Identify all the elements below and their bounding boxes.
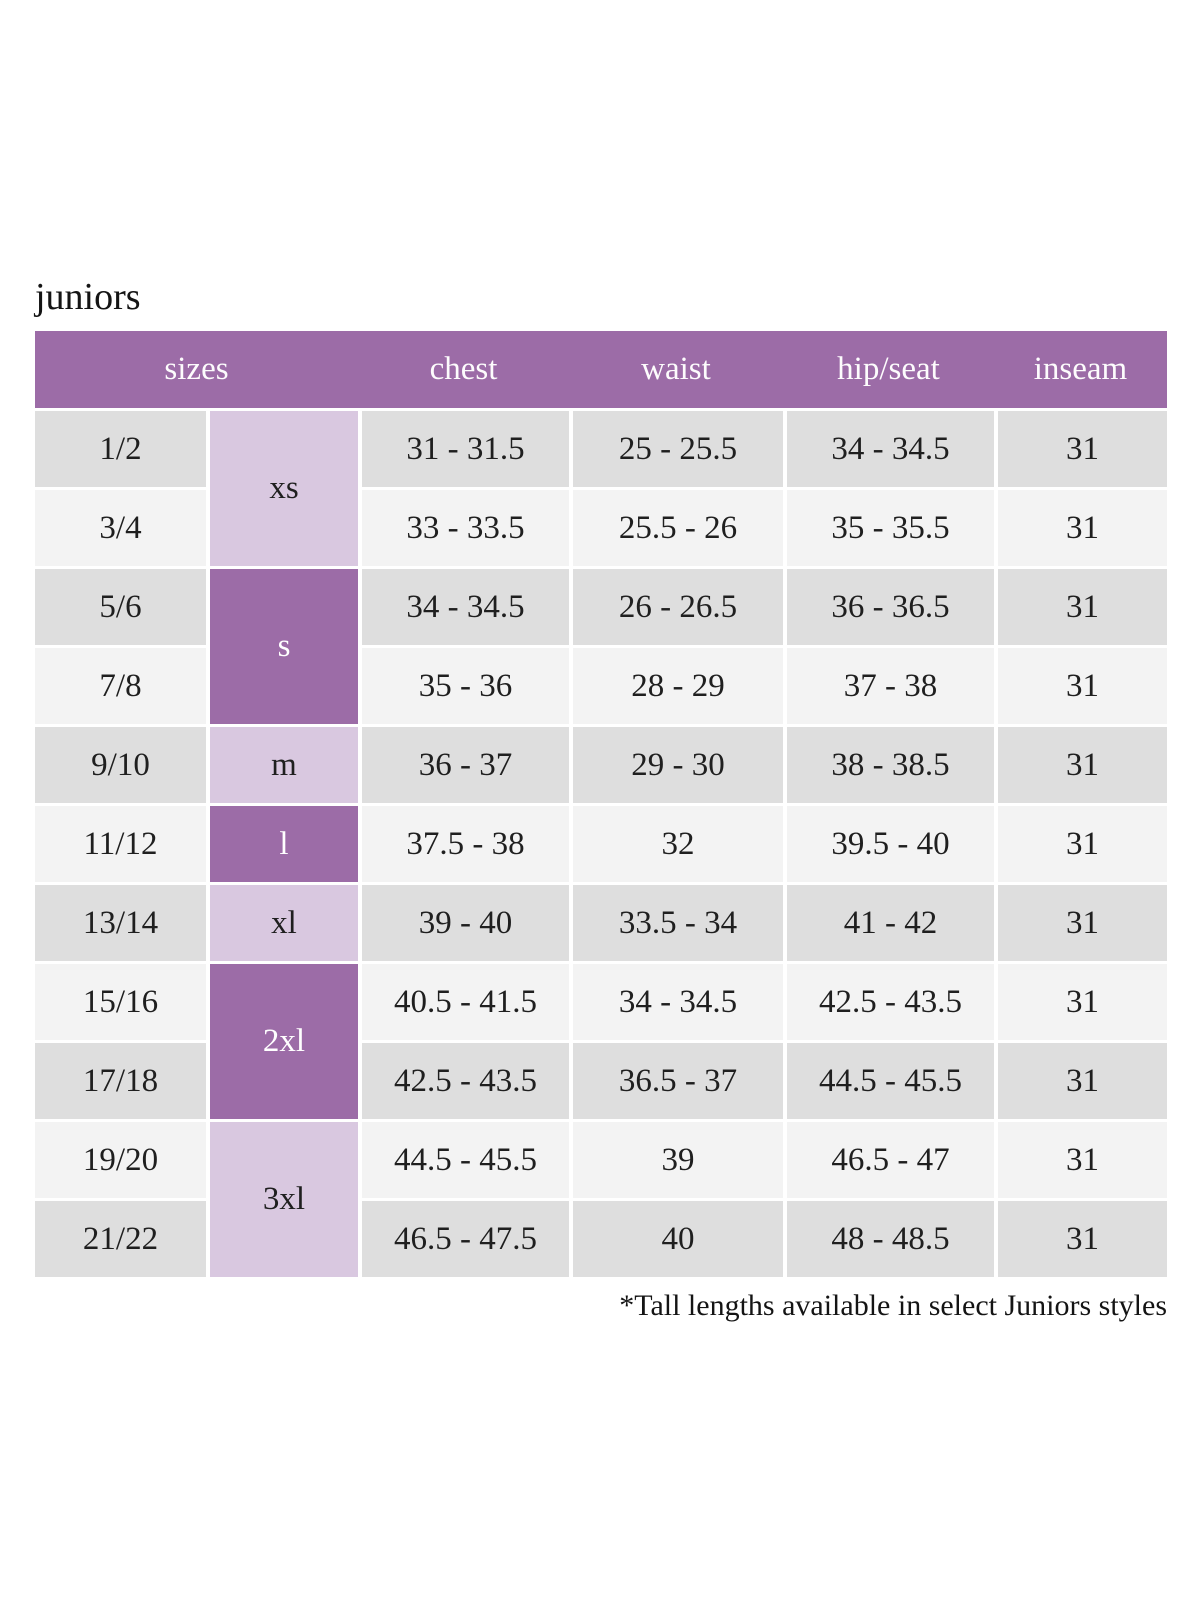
inseam-cell: 31 xyxy=(994,1040,1167,1119)
inseam-cell: 31 xyxy=(994,408,1167,487)
footnote: *Tall lengths available in select Junior… xyxy=(619,1289,1167,1322)
waist-cell: 40 xyxy=(569,1198,783,1277)
table-row: 1/2 xs 31 - 31.5 25 - 25.5 34 - 34.5 31 xyxy=(35,408,1167,566)
column-header-sizes: sizes xyxy=(35,331,358,408)
header-row: sizes chest waist hip/seat inseam xyxy=(35,331,1167,408)
group-cell-2xl: 2xl xyxy=(206,961,358,1119)
hip-seat-cell: 44.5 - 45.5 xyxy=(783,1040,994,1119)
inseam-cell: 31 xyxy=(994,645,1167,724)
size-cell: 19/20 xyxy=(35,1119,206,1198)
group-cell-m: m xyxy=(206,724,358,803)
column-header-inseam: inseam xyxy=(994,331,1167,408)
chest-cell: 39 - 40 xyxy=(358,882,569,961)
size-cell: 7/8 xyxy=(35,645,206,724)
chest-cell: 46.5 - 47.5 xyxy=(358,1198,569,1277)
group-cell-3xl: 3xl xyxy=(206,1119,358,1277)
chest-cell: 44.5 - 45.5 xyxy=(358,1119,569,1198)
inseam-cell: 31 xyxy=(994,961,1167,1040)
table-row: 11/12 l 37.5 - 38 32 39.5 - 40 31 xyxy=(35,803,1167,882)
inseam-cell: 31 xyxy=(994,882,1167,961)
chest-cell: 36 - 37 xyxy=(358,724,569,803)
table-row: 17/18 42.5 - 43.5 36.5 - 37 44.5 - 45.5 … xyxy=(35,1040,1167,1119)
hip-seat-cell: 38 - 38.5 xyxy=(783,724,994,803)
size-cell: 11/12 xyxy=(35,803,206,882)
inseam-cell: 31 xyxy=(994,566,1167,645)
inseam-cell: 31 xyxy=(994,803,1167,882)
group-cell-xl: xl xyxy=(206,882,358,961)
hip-seat-cell: 34 - 34.5 xyxy=(783,408,994,487)
waist-cell: 28 - 29 xyxy=(569,645,783,724)
chest-cell: 37.5 - 38 xyxy=(358,803,569,882)
page-title: juniors xyxy=(35,276,141,318)
waist-cell: 34 - 34.5 xyxy=(569,961,783,1040)
table-row: 7/8 35 - 36 28 - 29 37 - 38 31 xyxy=(35,645,1167,724)
group-cell-l: l xyxy=(206,803,358,882)
chest-cell: 40.5 - 41.5 xyxy=(358,961,569,1040)
table-row: 9/10 m 36 - 37 29 - 30 38 - 38.5 31 xyxy=(35,724,1167,803)
size-cell: 9/10 xyxy=(35,724,206,803)
group-cell-s: s xyxy=(206,566,358,724)
size-cell: 3/4 xyxy=(35,487,206,566)
waist-cell: 32 xyxy=(569,803,783,882)
waist-cell: 36.5 - 37 xyxy=(569,1040,783,1119)
size-cell: 1/2 xyxy=(35,408,206,487)
table-row: 15/16 2xl 40.5 - 41.5 34 - 34.5 42.5 - 4… xyxy=(35,961,1167,1119)
waist-cell: 33.5 - 34 xyxy=(569,882,783,961)
column-header-waist: waist xyxy=(569,331,783,408)
hip-seat-cell: 42.5 - 43.5 xyxy=(783,961,994,1040)
waist-cell: 29 - 30 xyxy=(569,724,783,803)
hip-seat-cell: 39.5 - 40 xyxy=(783,803,994,882)
hip-seat-cell: 37 - 38 xyxy=(783,645,994,724)
waist-cell: 25.5 - 26 xyxy=(569,487,783,566)
size-cell: 17/18 xyxy=(35,1040,206,1119)
column-header-chest: chest xyxy=(358,331,569,408)
inseam-cell: 31 xyxy=(994,487,1167,566)
waist-cell: 26 - 26.5 xyxy=(569,566,783,645)
table-row: 19/20 3xl 44.5 - 45.5 39 46.5 - 47 31 xyxy=(35,1119,1167,1277)
size-cell: 13/14 xyxy=(35,882,206,961)
table-row: 21/22 46.5 - 47.5 40 48 - 48.5 31 xyxy=(35,1198,1167,1277)
hip-seat-cell: 35 - 35.5 xyxy=(783,487,994,566)
chest-cell: 33 - 33.5 xyxy=(358,487,569,566)
inseam-cell: 31 xyxy=(994,1198,1167,1277)
chest-cell: 42.5 - 43.5 xyxy=(358,1040,569,1119)
size-cell: 21/22 xyxy=(35,1198,206,1277)
chest-cell: 34 - 34.5 xyxy=(358,566,569,645)
size-cell: 5/6 xyxy=(35,566,206,645)
hip-seat-cell: 46.5 - 47 xyxy=(783,1119,994,1198)
inseam-cell: 31 xyxy=(994,1119,1167,1198)
size-cell: 15/16 xyxy=(35,961,206,1040)
waist-cell: 39 xyxy=(569,1119,783,1198)
table-row: 3/4 33 - 33.5 25.5 - 26 35 - 35.5 31 xyxy=(35,487,1167,566)
hip-seat-cell: 36 - 36.5 xyxy=(783,566,994,645)
column-header-hip-seat: hip/seat xyxy=(783,331,994,408)
chest-cell: 35 - 36 xyxy=(358,645,569,724)
inseam-cell: 31 xyxy=(994,724,1167,803)
hip-seat-cell: 48 - 48.5 xyxy=(783,1198,994,1277)
table-row: 13/14 xl 39 - 40 33.5 - 34 41 - 42 31 xyxy=(35,882,1167,961)
table-row: 5/6 s 34 - 34.5 26 - 26.5 36 - 36.5 31 xyxy=(35,566,1167,724)
group-cell-xs: xs xyxy=(206,408,358,566)
chest-cell: 31 - 31.5 xyxy=(358,408,569,487)
hip-seat-cell: 41 - 42 xyxy=(783,882,994,961)
waist-cell: 25 - 25.5 xyxy=(569,408,783,487)
page-content: juniors sizes chest waist hip/seat insea… xyxy=(35,278,1167,1323)
size-chart-table: sizes chest waist hip/seat inseam 1/2 xs… xyxy=(35,331,1167,1277)
